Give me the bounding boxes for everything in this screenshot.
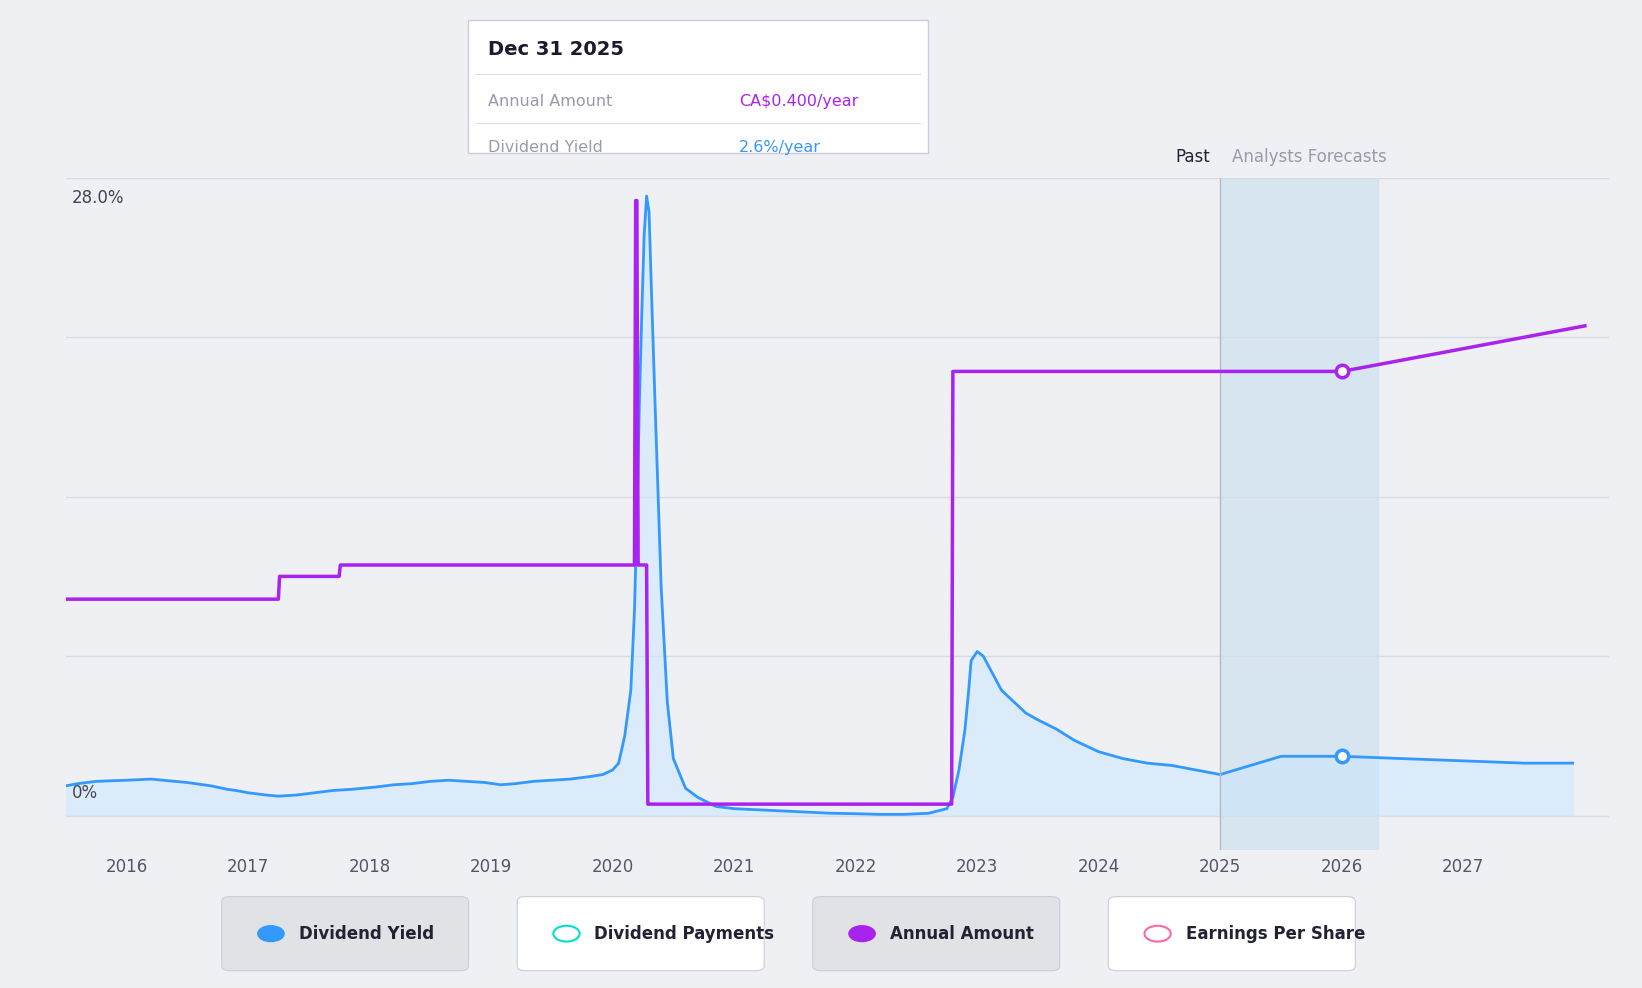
Text: Dividend Payments: Dividend Payments xyxy=(594,925,775,943)
Text: Annual Amount: Annual Amount xyxy=(890,925,1034,943)
Text: 0%: 0% xyxy=(72,783,99,802)
Text: Earnings Per Share: Earnings Per Share xyxy=(1186,925,1365,943)
Text: Annual Amount: Annual Amount xyxy=(488,94,612,109)
Text: 28.0%: 28.0% xyxy=(72,190,125,207)
Text: Dec 31 2025: Dec 31 2025 xyxy=(488,40,624,58)
Bar xyxy=(1220,178,1378,850)
Text: 2.6%/year: 2.6%/year xyxy=(739,140,821,155)
Text: Past: Past xyxy=(1176,148,1210,166)
Text: Dividend Yield: Dividend Yield xyxy=(488,140,603,155)
Text: Analysts Forecasts: Analysts Forecasts xyxy=(1233,148,1387,166)
Text: Dividend Yield: Dividend Yield xyxy=(299,925,433,943)
Text: CA$0.400/year: CA$0.400/year xyxy=(739,94,859,109)
